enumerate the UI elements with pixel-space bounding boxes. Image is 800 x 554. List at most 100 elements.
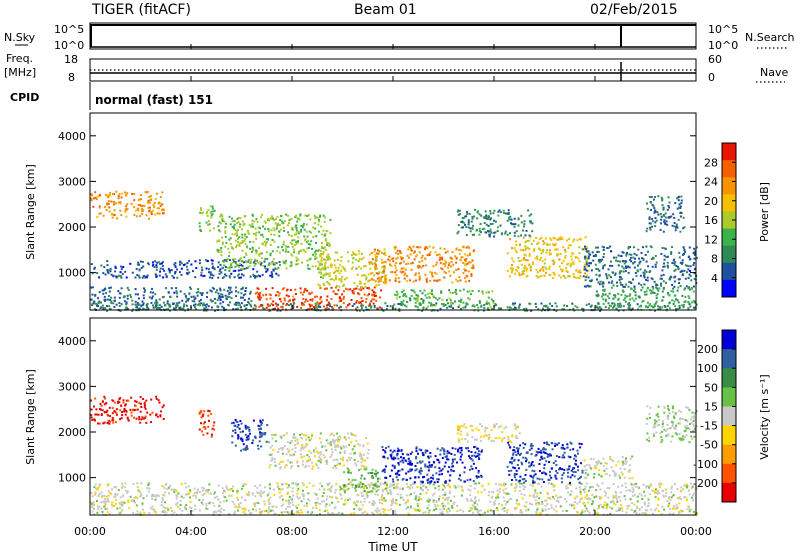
power-cell [469, 261, 472, 264]
power-cell [254, 292, 257, 295]
power-cell [228, 215, 231, 218]
power-cell [182, 307, 185, 310]
power-cell [114, 266, 117, 269]
power-cell [331, 278, 334, 281]
velocity-cell [349, 497, 351, 500]
power-region [254, 286, 383, 311]
power-cell [523, 253, 526, 256]
power-cell [245, 307, 248, 310]
power-cell [244, 293, 247, 296]
power-cell [399, 256, 402, 259]
velocity-cell [145, 399, 148, 402]
velocity-cell [349, 458, 352, 461]
power-cell [585, 261, 588, 264]
power-cell [428, 254, 431, 256]
power-cell [308, 258, 311, 261]
power-cell [266, 268, 269, 271]
velocity-cell [259, 420, 262, 423]
power-colorbar-segment [722, 160, 736, 178]
velocity-cell [193, 487, 196, 490]
power-cell [464, 264, 467, 267]
power-cell [530, 309, 533, 312]
power-cell [188, 293, 191, 296]
power-cell [502, 209, 505, 212]
power-colorbar-segment [722, 194, 736, 212]
velocity-cell [285, 507, 287, 510]
velocity-cell [260, 432, 263, 434]
velocity-cell [678, 496, 681, 499]
power-cell [397, 303, 400, 305]
velocity-cell [468, 510, 471, 512]
velocity-cell [621, 507, 623, 510]
velocity-cell [113, 401, 116, 404]
velocity-cell [427, 498, 430, 501]
power-cell [426, 254, 429, 257]
power-cell [221, 220, 224, 222]
power-cell [287, 245, 290, 248]
power-cell [254, 227, 257, 230]
velocity-cell [604, 494, 607, 497]
power-cell [432, 296, 435, 299]
power-cell [258, 298, 261, 301]
power-cell [266, 251, 268, 254]
power-cell [241, 264, 244, 267]
power-cell [154, 197, 157, 200]
velocity-cell [248, 432, 251, 435]
power-cell [227, 303, 230, 306]
power-cell [429, 279, 432, 282]
power-cell [125, 276, 128, 279]
power-cell [245, 267, 248, 270]
power-cell [480, 214, 483, 217]
velocity-cell [531, 484, 534, 487]
power-cell [254, 275, 257, 278]
power-cell [104, 193, 107, 196]
power-cell [358, 309, 361, 312]
power-cell [660, 252, 663, 255]
velocity-cell [656, 492, 659, 495]
power-cell [320, 268, 323, 271]
velocity-cell [399, 493, 402, 496]
power-cell [231, 233, 234, 236]
velocity-cell [342, 488, 345, 491]
power-cell [120, 276, 123, 279]
power-cell [678, 251, 681, 254]
power-cell [436, 254, 438, 256]
power-cell [470, 273, 473, 276]
power-cell [264, 227, 267, 230]
power-cell [344, 269, 347, 272]
power-cell [219, 287, 222, 290]
power-cell [578, 246, 581, 249]
power-cell [373, 262, 376, 264]
power-cell [238, 264, 240, 267]
power-cell [351, 257, 354, 260]
power-cell [451, 291, 454, 294]
power-cell [270, 229, 273, 232]
velocity-cell [384, 508, 386, 511]
power-cell [158, 298, 161, 301]
power-cell [449, 256, 452, 259]
power-cell [633, 252, 636, 255]
velocity-cell [254, 485, 257, 487]
power-cell [640, 305, 643, 308]
power-cell [153, 266, 156, 268]
power-cell [238, 276, 241, 279]
velocity-cell [244, 426, 247, 429]
power-cell [667, 293, 670, 296]
velocity-cell [332, 512, 335, 515]
power-cell [616, 281, 618, 284]
power-cell [355, 287, 358, 290]
power-cell [277, 307, 280, 310]
velocity-cell [245, 493, 248, 496]
power-cell [627, 303, 629, 306]
velocity-cell [498, 502, 500, 505]
power-cell [308, 267, 311, 270]
velocity-cell [576, 502, 579, 505]
power-cell [368, 279, 371, 282]
velocity-cell [324, 445, 327, 448]
power-cell [252, 273, 255, 276]
power-cell [176, 268, 178, 271]
power-cell [316, 295, 319, 298]
power-cell [209, 211, 212, 214]
velocity-cell [214, 510, 216, 513]
power-cell [297, 232, 300, 235]
